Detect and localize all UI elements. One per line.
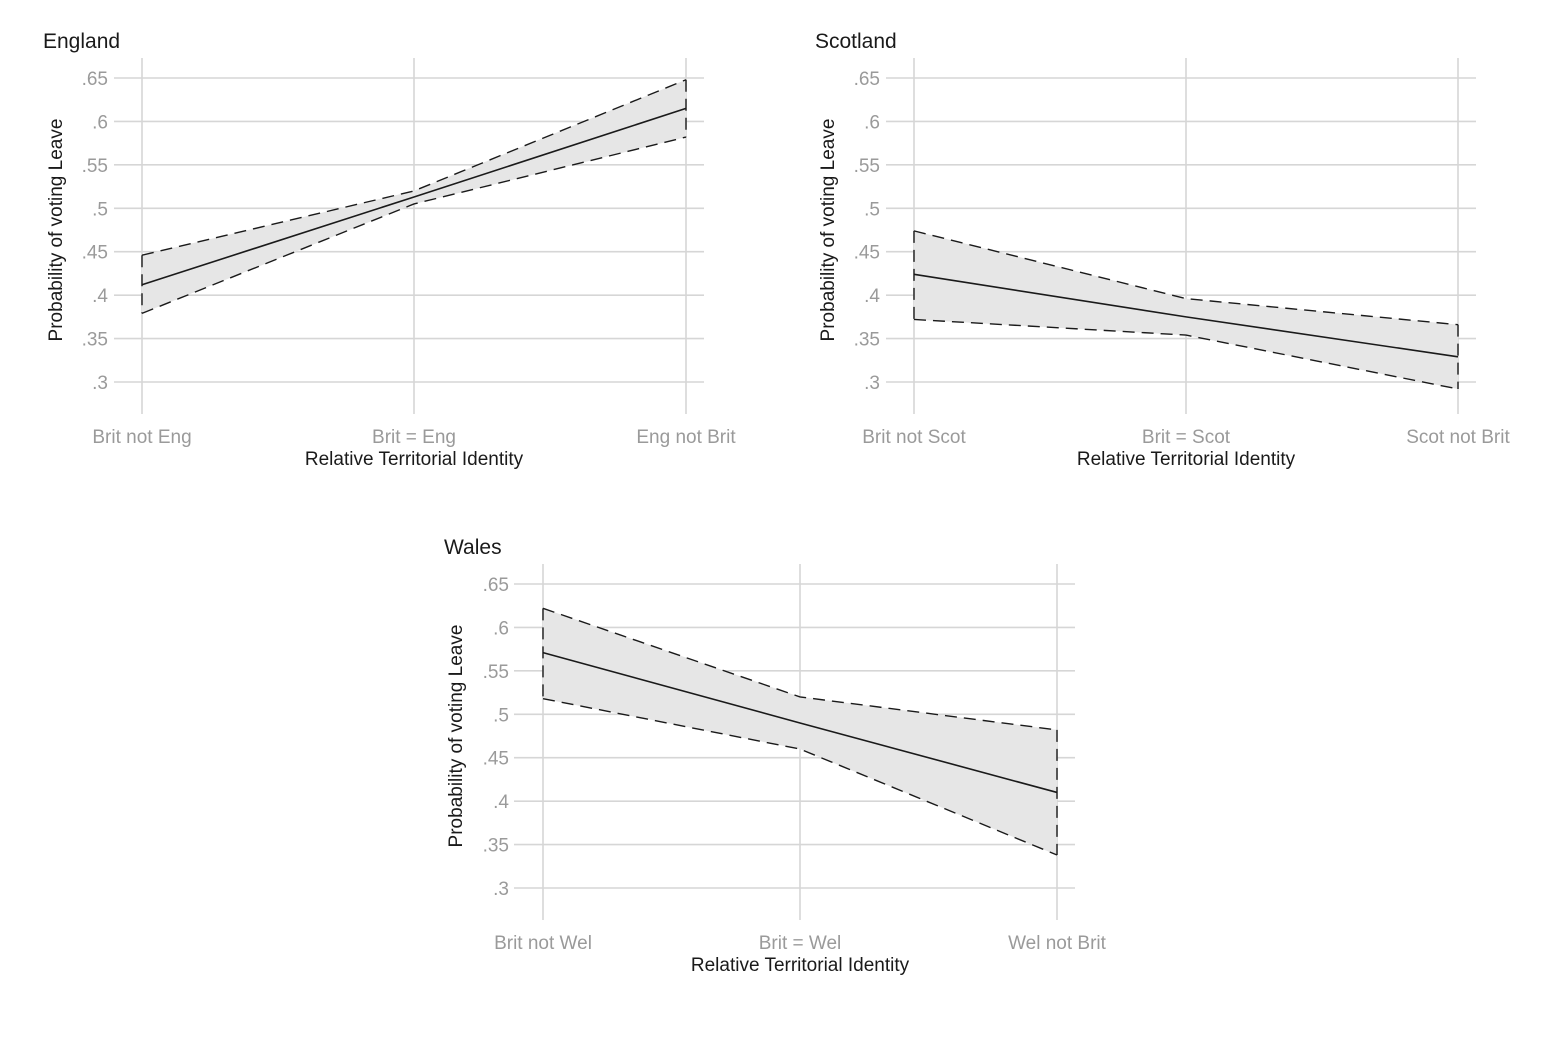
x-tick-label: Eng not Brit xyxy=(636,427,736,448)
confidence-band xyxy=(914,230,1458,389)
estimate-line xyxy=(913,273,1459,358)
y-tick-label: .4 xyxy=(864,286,880,307)
y-tick-label: .6 xyxy=(92,112,108,133)
y-tick-label: .3 xyxy=(493,879,509,900)
estimate-line xyxy=(141,107,687,286)
chart-panel-2: .3 .35 .4 .45 .5 .55 .6 .65 Brit not Scot Brit = … xyxy=(815,30,1510,470)
y-tick-label: .4 xyxy=(493,792,509,813)
y-tick-label: .35 xyxy=(82,330,108,351)
y-tick-label: .45 xyxy=(82,243,108,264)
estimate-line xyxy=(542,651,1058,794)
y-tick-label: .65 xyxy=(483,575,509,596)
y-axis-title: Probability of voting Leave xyxy=(818,119,839,342)
ci-upper-line xyxy=(913,230,1459,326)
x-axis-title: Relative Territorial Identity xyxy=(305,449,524,470)
ci-lower-line xyxy=(141,136,687,315)
panel-title: England xyxy=(43,30,120,53)
x-tick-label: Brit not Scot xyxy=(862,427,966,448)
y-tick-label: .45 xyxy=(854,243,880,264)
ci-lower-line xyxy=(913,318,1459,390)
x-tick-label: Wel not Brit xyxy=(1008,933,1107,954)
y-axis-title: Probability of voting Leave xyxy=(446,625,467,848)
x-axis-title: Relative Territorial Identity xyxy=(691,955,910,976)
panel-title: Scotland xyxy=(815,30,897,53)
x-tick-label: Brit not Eng xyxy=(92,427,191,448)
chart-panel-3: .3 .35 .4 .45 .5 .55 .6 .65 Brit not Wel Brit = W… xyxy=(444,536,1107,976)
confidence-band xyxy=(543,608,1057,855)
x-tick-label: Brit not Wel xyxy=(494,933,592,954)
y-tick-label: .6 xyxy=(493,618,509,639)
y-tick-label: .4 xyxy=(92,286,108,307)
y-tick-label: .55 xyxy=(854,156,880,177)
x-tick-label: Brit = Scot xyxy=(1142,427,1231,448)
y-tick-label: .35 xyxy=(483,836,509,857)
x-tick-label: Scot not Brit xyxy=(1406,427,1510,448)
y-tick-label: .55 xyxy=(483,662,509,683)
y-tick-label: .5 xyxy=(92,199,108,220)
y-tick-label: .45 xyxy=(483,749,509,770)
y-tick-label: .65 xyxy=(854,69,880,90)
y-tick-label: .5 xyxy=(864,199,880,220)
y-axis-title: Probability of voting Leave xyxy=(46,119,67,342)
ci-upper-line xyxy=(542,607,1058,731)
y-tick-label: .3 xyxy=(864,373,880,394)
ci-lower-line xyxy=(542,697,1058,856)
y-tick-label: .55 xyxy=(82,156,108,177)
ci-upper-line xyxy=(141,79,687,256)
x-tick-label: Brit = Eng xyxy=(372,427,456,448)
panel-title: Wales xyxy=(444,536,502,559)
x-axis-title: Relative Territorial Identity xyxy=(1077,449,1296,470)
y-tick-label: .3 xyxy=(92,373,108,394)
x-tick-label: Brit = Wel xyxy=(759,933,842,954)
chart-panel-1: .3 .35 .4 .45 .5 .55 .6 .65 Brit not Eng Brit = E… xyxy=(43,30,736,470)
y-tick-label: .6 xyxy=(864,112,880,133)
y-tick-label: .35 xyxy=(854,330,880,351)
y-tick-label: .5 xyxy=(493,705,509,726)
y-tick-label: .65 xyxy=(82,69,108,90)
